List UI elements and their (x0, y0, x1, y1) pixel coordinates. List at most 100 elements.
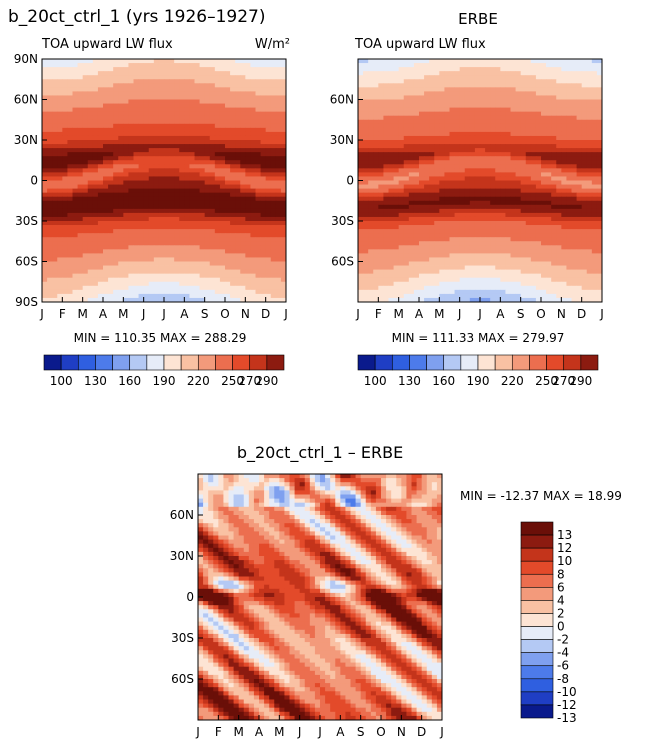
heatmap-cell (240, 164, 246, 169)
heatmap-cell (164, 148, 170, 153)
heatmap-cell (118, 144, 124, 149)
heatmap-cell (214, 237, 221, 242)
heatmap-cell (505, 87, 511, 92)
heatmap-cell (199, 212, 206, 218)
heatmap-cell (358, 115, 364, 121)
heatmap-cell (77, 188, 84, 194)
heatmap-cell (500, 119, 506, 125)
heatmap-cell (87, 75, 94, 80)
heatmap-cell (280, 180, 287, 185)
heatmap-cell (194, 293, 200, 299)
heatmap-cell (551, 59, 557, 64)
heatmap-cell (591, 131, 598, 137)
heatmap-cell (541, 204, 547, 210)
heatmap-cell (230, 184, 236, 189)
heatmap-cell (72, 140, 78, 145)
heatmap-cell (464, 91, 471, 96)
heatmap-cell (255, 229, 261, 234)
heatmap-cell (469, 184, 476, 189)
heatmap-cell (551, 127, 557, 133)
heatmap-cell (270, 152, 277, 157)
heatmap-cell (67, 152, 73, 157)
heatmap-cell (138, 184, 145, 189)
heatmap-cell (67, 285, 73, 291)
heatmap-cell (235, 168, 241, 173)
heatmap-cell (561, 140, 567, 145)
heatmap-cell (383, 208, 389, 214)
heatmap-cell (449, 123, 455, 129)
heatmap-cell (265, 152, 272, 157)
heatmap-cell (113, 225, 119, 230)
heatmap-cell (230, 115, 236, 121)
heatmap-cell (148, 253, 155, 258)
heatmap-cell (591, 160, 598, 165)
heatmap-cell (551, 221, 557, 226)
heatmap-cell (480, 156, 486, 161)
heatmap-cell (561, 192, 567, 198)
heatmap-cell (108, 168, 114, 173)
heatmap-cell (209, 281, 216, 287)
heatmap-cell (403, 180, 410, 185)
heatmap-cell (133, 293, 139, 299)
heatmap-cell (72, 281, 78, 287)
heatmap-cell (383, 225, 389, 230)
heatmap-cell (449, 221, 455, 226)
heatmap-cell (138, 87, 145, 92)
heatmap-cell (52, 237, 58, 242)
heatmap-cell (52, 79, 58, 84)
heatmap-cell (158, 269, 165, 275)
heatmap-cell (424, 63, 430, 68)
heatmap-cell (189, 281, 195, 287)
heatmap-cell (495, 172, 501, 177)
heatmap-cell (158, 79, 165, 84)
heatmap-cell (133, 241, 139, 246)
heatmap-cell (103, 107, 109, 113)
heatmap-cell (230, 83, 236, 88)
heatmap-cell (209, 115, 216, 121)
heatmap-cell (214, 196, 221, 202)
heatmap-cell (128, 261, 134, 266)
heatmap-cell (388, 152, 394, 157)
heatmap-cell (270, 289, 277, 295)
heatmap-cell (57, 135, 63, 141)
heatmap-cell (128, 131, 134, 137)
heatmap-cell (108, 148, 114, 153)
heatmap-cell (265, 281, 272, 287)
heatmap-cell (113, 164, 119, 169)
heatmap-cell (250, 71, 256, 76)
heatmap-cell (92, 63, 99, 68)
heatmap-cell (123, 119, 129, 125)
heatmap-cell (505, 123, 511, 129)
heatmap-cell (434, 216, 440, 222)
heatmap-cell (82, 204, 89, 210)
heatmap-cell (179, 160, 185, 165)
heatmap-cell (596, 176, 603, 181)
heatmap-cell (179, 196, 185, 202)
heatmap-cell (169, 225, 175, 230)
heatmap-cell (408, 140, 415, 145)
heatmap-cell (47, 79, 53, 84)
heatmap-cell (225, 289, 231, 295)
heatmap-cell (556, 208, 562, 214)
heatmap-cell (57, 229, 63, 234)
heatmap-cell (184, 160, 190, 165)
heatmap-cell (92, 87, 99, 92)
heatmap-cell (118, 148, 124, 153)
heatmap-cell (204, 164, 211, 169)
heatmap-cell (490, 79, 496, 84)
heatmap-cell (260, 79, 267, 84)
heatmap-cell (225, 216, 231, 222)
heatmap-cell (42, 103, 48, 108)
heatmap-cell (260, 95, 267, 100)
heatmap-cell (255, 140, 261, 145)
heatmap-cell (82, 297, 89, 303)
heatmap-cell (77, 192, 84, 198)
heatmap-cell (419, 87, 425, 92)
heatmap-cell (108, 293, 114, 299)
heatmap-cell (87, 184, 94, 189)
heatmap-cell (42, 225, 48, 230)
heatmap-cell (57, 131, 63, 137)
heatmap-cell (199, 119, 206, 125)
heatmap-cell (92, 156, 99, 161)
heatmap-cell (138, 164, 145, 169)
